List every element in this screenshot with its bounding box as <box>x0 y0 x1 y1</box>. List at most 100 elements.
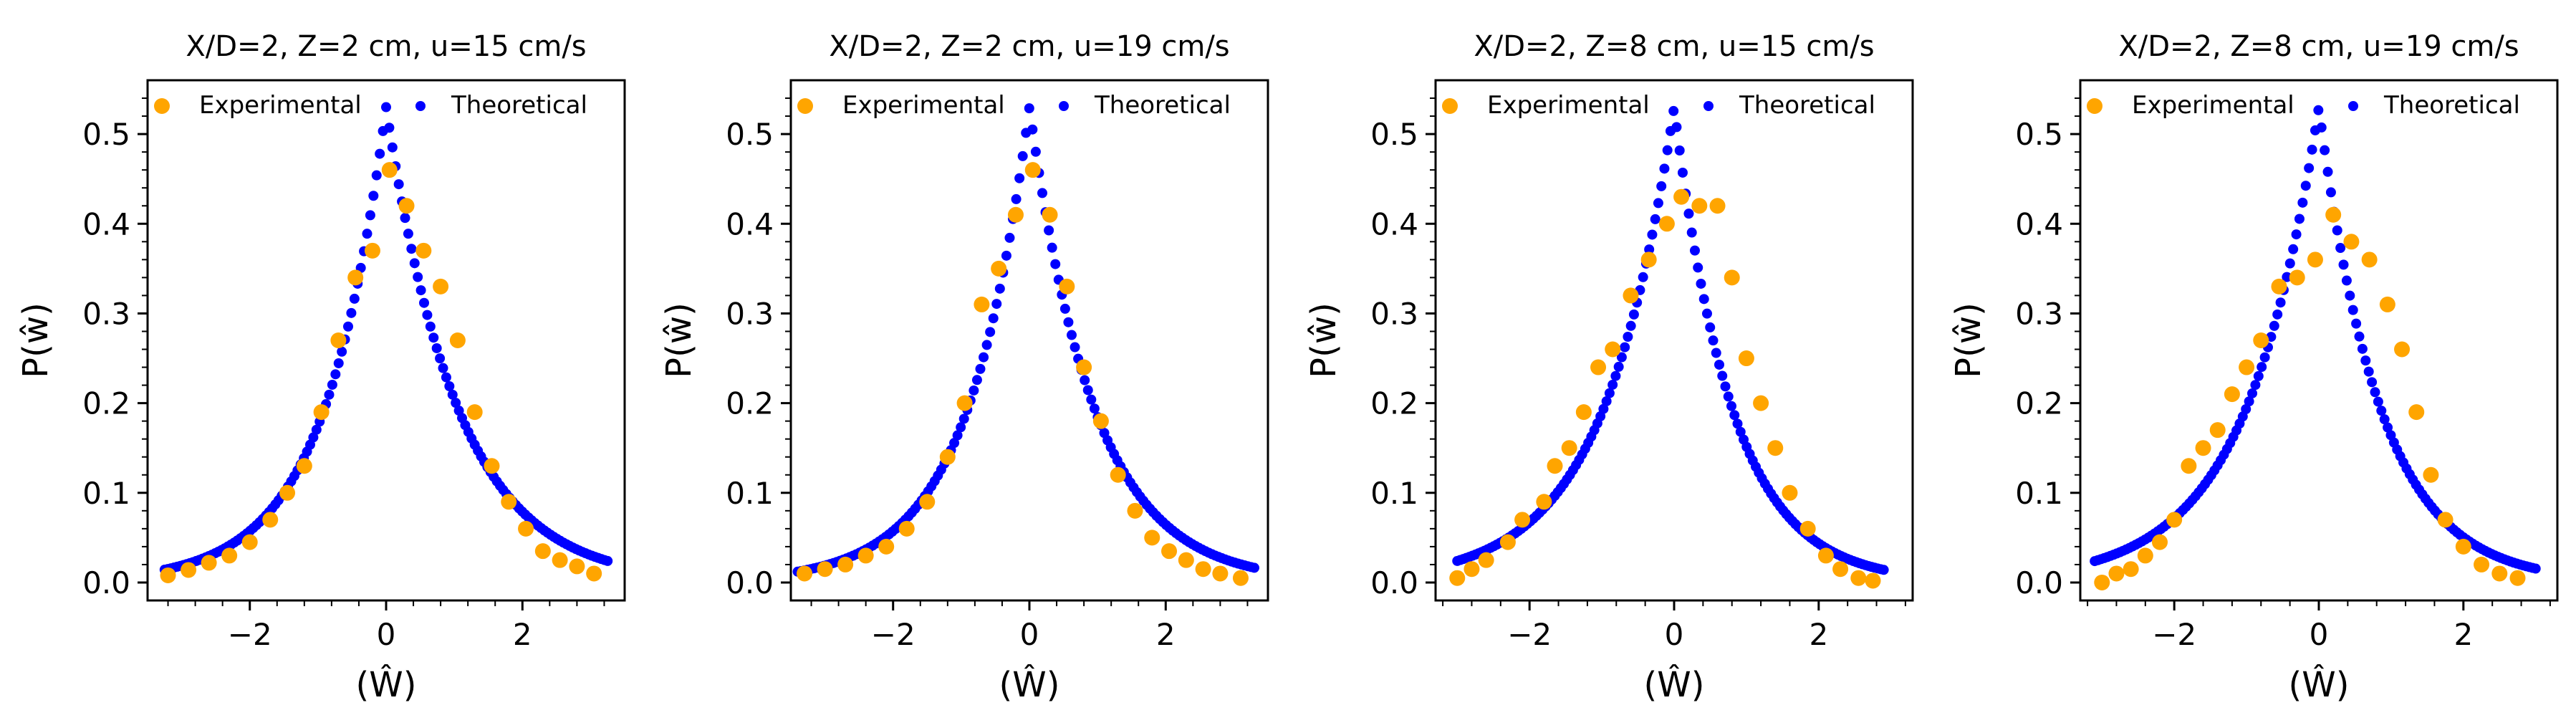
theoretical-series <box>159 102 613 575</box>
experimental-point <box>1547 458 1563 474</box>
experimental-point <box>2437 512 2454 528</box>
theoretical-point <box>994 283 1005 294</box>
theoretical-point <box>1659 163 1670 174</box>
theoretical-point <box>2304 163 2315 173</box>
theoretical-point <box>1044 225 1054 236</box>
experimental-point <box>586 565 602 582</box>
theoretical-point <box>441 372 451 383</box>
experimental-point <box>878 538 895 555</box>
experimental-point <box>1007 206 1024 223</box>
theoretical-point <box>1610 370 1621 381</box>
y-tick-label: 0.2 <box>726 386 774 421</box>
theoretical-point <box>1014 173 1025 183</box>
experimental-point <box>279 484 296 501</box>
theoretical-point <box>2379 414 2390 425</box>
experimental-point <box>1536 494 1552 510</box>
y-tick-label: 0.0 <box>82 565 130 600</box>
theoretical-point <box>2376 406 2387 416</box>
theoretical-point <box>2367 377 2378 388</box>
y-tick-label: 0.2 <box>2015 386 2063 421</box>
experimental-point <box>1709 198 1726 214</box>
theoretical-point <box>1066 330 1077 340</box>
experimental-point <box>1178 552 1194 568</box>
theoretical-point <box>1735 426 1746 437</box>
theoretical-point <box>1705 322 1716 332</box>
experimental-point <box>1753 395 1769 411</box>
theoretical-point <box>1650 214 1661 224</box>
theoretical-point <box>431 343 442 353</box>
experimental-point <box>2491 565 2508 582</box>
experimental-point <box>797 565 813 582</box>
theoretical-point <box>349 293 360 304</box>
legend: Experimental Theoretical <box>1442 91 1875 120</box>
experimental-point <box>2239 359 2255 375</box>
theoretical-point <box>375 148 385 159</box>
experimental-point <box>2166 512 2183 528</box>
x-tick-label: −2 <box>1507 617 1552 652</box>
legend-label-theoretical: Theoretical <box>451 91 587 120</box>
theoretical-point <box>1001 250 1011 261</box>
experimental-point <box>2325 206 2342 223</box>
experimental-point <box>1561 440 1577 456</box>
theoretical-point <box>958 413 969 424</box>
y-tick-label: 0.5 <box>2015 117 2063 152</box>
y-tick-label: 0.1 <box>82 476 130 511</box>
experimental-point <box>381 162 398 178</box>
chart-title: X/D=2, Z=2 cm, u=15 cm/s <box>186 30 586 63</box>
y-tick-label: 0.1 <box>1370 476 1418 511</box>
experimental-point <box>1738 350 1754 367</box>
experimental-point <box>296 458 312 474</box>
theoretical-point <box>2247 388 2258 398</box>
y-tick-label: 0.1 <box>726 476 774 511</box>
legend-label-experimental: Experimental <box>1487 91 1650 120</box>
experimental-point <box>330 332 347 348</box>
theoretical-point <box>365 210 375 221</box>
panels: X/D=2, Z=2 cm, u=15 cm/s 0.0 0.1 0.2 0.3 0.4 0… <box>16 30 2559 705</box>
chart-panel-3: X/D=2, Z=8 cm, u=15 cm/s 0.0 0.1 0.2 0.3 0.4 0… <box>1304 30 1914 705</box>
theoretical-point <box>991 299 1002 310</box>
theoretical-point <box>2294 214 2305 224</box>
theoretical-point <box>1723 391 1734 402</box>
theoretical-point <box>413 272 423 282</box>
experimental-point <box>2152 534 2168 550</box>
legend-marker-theoretical <box>2348 101 2358 111</box>
y-tick-label: 0.5 <box>1370 117 1418 152</box>
x-axis-label: (Ŵ) <box>1644 664 1705 705</box>
theoretical-point <box>988 313 999 324</box>
theoretical-point <box>602 555 613 566</box>
theoretical-point <box>1686 227 1697 238</box>
y-axis-label: P(ŵ) <box>1948 302 1989 378</box>
theoretical-point <box>2313 105 2324 115</box>
theoretical-point <box>1693 262 1703 273</box>
theoretical-point <box>1011 193 1022 204</box>
theoretical-point <box>2335 243 2346 254</box>
axes-frame <box>789 79 1269 602</box>
theoretical-point <box>2351 318 2362 329</box>
y-tick-label: 0.3 <box>82 296 130 331</box>
theoretical-point <box>2244 396 2254 407</box>
theoretical-point <box>956 422 966 433</box>
legend: Experimental Theoretical <box>797 91 1231 120</box>
legend-marker-theoretical <box>1059 101 1069 111</box>
experimental-point <box>1673 188 1690 205</box>
theoretical-point <box>2300 181 2311 191</box>
theoretical-point <box>327 379 337 390</box>
theoretical-point <box>1027 124 1038 135</box>
theoretical-point <box>425 321 436 332</box>
experimental-point <box>1449 570 1466 586</box>
experimental-point <box>956 395 973 411</box>
theoretical-point <box>2320 145 2330 155</box>
x-axis-label: (Ŵ) <box>356 664 417 705</box>
theoretical-point <box>2275 297 2286 308</box>
theoretical-point <box>2259 352 2270 363</box>
theoretical-point <box>2257 362 2267 373</box>
experimental-point <box>1076 359 1092 375</box>
theoretical-point <box>2341 275 2352 286</box>
theoretical-point <box>1628 309 1639 320</box>
x-tick-label: 2 <box>513 617 532 652</box>
chart-panel-4: X/D=2, Z=8 cm, u=19 cm/s 0.0 0.1 0.2 0.3 0.4 0… <box>1948 30 2559 705</box>
theoretical-point <box>1878 565 1889 575</box>
theoretical-point <box>981 340 992 350</box>
theoretical-point <box>1063 317 1074 327</box>
x-tick-label: 0 <box>1665 617 1684 652</box>
